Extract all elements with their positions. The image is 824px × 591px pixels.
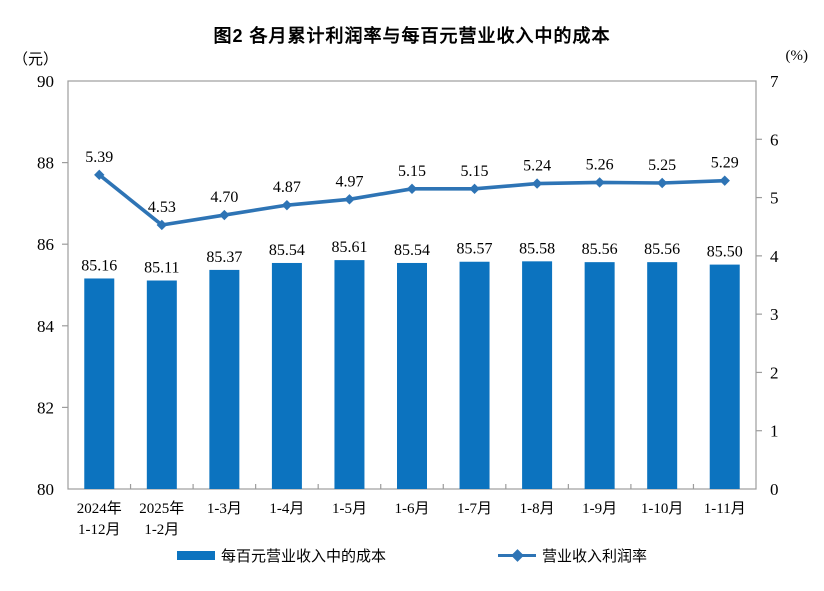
legend-item-cost: 每百元营业收入中的成本 xyxy=(176,545,386,566)
line-value-label: 5.29 xyxy=(711,155,739,172)
line-point-marker xyxy=(344,194,355,205)
right-axis-unit-label: (%) xyxy=(785,48,809,64)
line-point-marker xyxy=(281,199,293,211)
left-axis-unit-label: （元） xyxy=(13,52,59,68)
bar xyxy=(84,278,115,489)
bar xyxy=(271,262,302,489)
bar xyxy=(584,262,615,489)
bar-value-label: 85.56 xyxy=(582,241,618,258)
bar xyxy=(522,261,553,489)
line-value-label: 5.15 xyxy=(461,163,489,180)
bar-series-swatch-icon xyxy=(176,551,215,560)
right-axis-tick-label: 1 xyxy=(770,422,779,441)
line-series xyxy=(98,173,725,227)
right-axis-tick-label: 2 xyxy=(770,363,779,382)
bar-value-label: 85.16 xyxy=(81,257,117,274)
right-axis-tick-label: 7 xyxy=(770,72,779,91)
bar xyxy=(709,264,740,489)
bar-value-label: 85.56 xyxy=(644,241,680,258)
line-point-marker xyxy=(219,209,230,221)
bar-value-label: 85.50 xyxy=(707,244,743,261)
legend-item-profit-rate: 营业收入利润率 xyxy=(498,545,647,566)
line-point-marker xyxy=(531,178,543,189)
bar-value-label: 85.58 xyxy=(519,240,555,257)
x-axis-category-label: 2025年 xyxy=(139,500,184,517)
bar-value-label: 85.57 xyxy=(457,241,493,258)
line-value-label: 5.15 xyxy=(398,163,426,180)
x-axis-category-label: 1-2月 xyxy=(144,522,179,538)
line-point-marker xyxy=(94,169,105,181)
bar-value-label: 85.11 xyxy=(144,260,179,277)
bar xyxy=(334,260,365,489)
right-axis-tick-label: 4 xyxy=(770,247,779,266)
bar xyxy=(647,262,678,489)
x-axis-category-label: 1-8月 xyxy=(520,501,555,517)
line-value-label: 4.53 xyxy=(148,199,176,216)
right-axis-tick-label: 5 xyxy=(770,189,779,208)
line-value-label: 4.70 xyxy=(210,189,238,206)
left-axis-tick-label: 90 xyxy=(37,72,54,91)
legend-diamond-marker-icon xyxy=(510,549,524,562)
bar-value-label: 85.61 xyxy=(331,239,367,256)
bar xyxy=(146,280,177,489)
line-point-marker xyxy=(469,183,480,195)
x-axis-category-label: 1-10月 xyxy=(641,501,684,517)
line-value-label: 5.39 xyxy=(85,149,113,166)
x-axis-category-label: 1-5月 xyxy=(332,501,367,517)
line-value-label: 5.24 xyxy=(523,158,551,175)
bar xyxy=(397,262,427,489)
line-point-marker xyxy=(656,177,668,189)
line-value-label: 5.26 xyxy=(586,156,614,173)
line-point-marker xyxy=(719,175,730,186)
line-point-marker xyxy=(594,177,605,188)
line-point-marker xyxy=(156,219,168,231)
chart-legend: 每百元营业收入中的成本 营业收入利润率 xyxy=(0,545,824,566)
bar-value-label: 85.54 xyxy=(394,242,430,259)
bar xyxy=(459,261,490,489)
bar-value-label: 85.37 xyxy=(206,249,242,266)
right-axis-tick-label: 3 xyxy=(770,305,779,324)
right-axis-tick-label: 6 xyxy=(770,130,779,149)
line-series-swatch-icon xyxy=(498,549,536,562)
bar xyxy=(209,269,240,489)
x-axis-category-label: 1-11月 xyxy=(704,501,746,517)
right-axis-tick-label: 0 xyxy=(770,480,779,499)
line-value-label: 4.97 xyxy=(335,173,363,190)
x-axis-category-label: 1-4月 xyxy=(269,501,304,517)
left-axis-tick-label: 80 xyxy=(37,480,54,499)
legend-label-cost: 每百元营业收入中的成本 xyxy=(220,549,386,565)
chart-title: 图2 各月累计利润率与每百元营业收入中的成本 xyxy=(213,26,611,46)
left-axis-tick-label: 82 xyxy=(37,398,54,417)
line-value-label: 4.87 xyxy=(273,179,301,196)
line-point-marker xyxy=(406,183,418,195)
x-axis-category-label: 1-3月 xyxy=(207,501,242,517)
legend-label-profit-rate: 营业收入利润率 xyxy=(542,549,648,565)
x-axis-category-label: 1-6月 xyxy=(395,501,430,517)
x-axis-category-label: 2024年 xyxy=(77,500,122,517)
x-axis-category-label: 1-9月 xyxy=(582,501,617,517)
x-axis-category-label: 1-7月 xyxy=(457,501,492,517)
left-axis-tick-label: 86 xyxy=(37,235,54,254)
left-axis-tick-label: 88 xyxy=(37,154,54,173)
line-value-label: 5.25 xyxy=(648,157,676,174)
bar-value-label: 85.54 xyxy=(269,242,305,259)
left-axis-tick-label: 84 xyxy=(37,317,55,336)
x-axis-category-label: 1-12月 xyxy=(78,522,121,538)
